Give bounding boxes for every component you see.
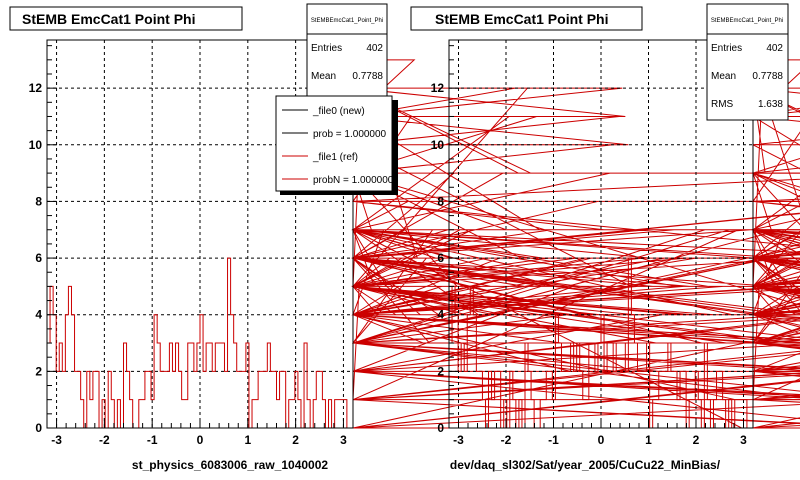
y-tick-label: 10 (29, 138, 43, 152)
chart-2-stats-mean-label: Mean (711, 71, 736, 82)
y-tick-label: 0 (437, 421, 444, 435)
chart-1-title: StEMB EmcCat1 Point Phi (22, 11, 195, 27)
chart-1-title-box (9, 6, 243, 31)
y-tick-label: 8 (35, 194, 42, 208)
y-tick-label: 6 (437, 251, 444, 265)
chart-1-legend-entry-3: _file1 (ref) (312, 152, 358, 163)
chart-1-stats-entries-label: Entries (311, 43, 342, 54)
chart-1-stats-frame (306, 3, 388, 97)
chart-2-stats-rms-label: RMS (711, 99, 734, 110)
y-tick-label: 10 (431, 138, 445, 152)
x-tick-label: 0 (598, 433, 605, 447)
chart-2-stats-header: StEMBEmcCat1_Point_Phi (711, 18, 783, 24)
y-tick-label: 12 (29, 81, 43, 95)
chart-2-stats-box: StEMBEmcCat1_Point_Phi Entries 402 Mean … (706, 3, 789, 121)
x-tick-label: -1 (147, 433, 158, 447)
chart-1-stats-entries-value: 402 (366, 43, 383, 54)
chart-1-legend-entry-2: prob = 1.000000 (313, 129, 387, 140)
chart-2-title-box (410, 6, 643, 31)
chart-1-legend-frame (275, 95, 393, 192)
y-tick-label: 2 (35, 364, 42, 378)
chart-1-legend-entry-1: _file0 (new) (312, 106, 365, 117)
chart-1-x-axis-label: st_physics_6083006_raw_1040002 (132, 458, 328, 472)
y-tick-label: 12 (431, 81, 445, 95)
y-tick-label: 2 (437, 364, 444, 378)
chart-panel-1: StEMB EmcCat1 Point Phi -3 -2 -1 0 1 2 3024681… (9, 3, 800, 472)
chart-2-x-axis-label: dev/daq_sl302/Sat/year_2005/CuCu22_MinBi… (450, 458, 721, 472)
chart-panel-2: StEMB EmcCat1 Point Phi -3 -2 -1 0 1 2 3024681… (410, 3, 800, 472)
x-tick-label: -1 (548, 433, 559, 447)
y-tick-label: 6 (35, 251, 42, 265)
x-tick-label: -2 (99, 433, 110, 447)
chart-1-stats-header: StEMBEmcCat1_Point_Phi (311, 18, 383, 24)
x-tick-label: 3 (340, 433, 347, 447)
x-tick-label: -3 (453, 433, 464, 447)
chart-1-stats-mean-value: 0.7788 (352, 71, 383, 82)
y-tick-label: 0 (35, 421, 42, 435)
chart-1-legend: _file0 (new) prob = 1.000000 _file1 (ref… (275, 95, 398, 195)
x-tick-label: 0 (197, 433, 204, 447)
histogram-series-1 (448, 59, 800, 429)
x-tick-label: 3 (740, 433, 747, 447)
histogram-series-1 (46, 59, 800, 429)
chart-2-stats-entries-value: 402 (766, 43, 783, 54)
chart-1-stats-mean-label: Mean (311, 71, 336, 82)
y-tick-label: 4 (437, 308, 444, 322)
x-tick-label: 1 (645, 433, 652, 447)
y-tick-label: 4 (35, 308, 42, 322)
chart-2-stats-mean-value: 0.7788 (752, 71, 783, 82)
y-tick-label: 8 (437, 194, 444, 208)
x-tick-label: 2 (292, 433, 299, 447)
x-tick-label: -3 (51, 433, 62, 447)
chart-1-legend-entry-4: probN = 1.000000 (313, 175, 394, 186)
x-tick-label: 2 (693, 433, 700, 447)
chart-2-stats-frame (706, 3, 789, 121)
chart-2-stats-entries-label: Entries (711, 43, 742, 54)
chart-2-title: StEMB EmcCat1 Point Phi (435, 11, 608, 27)
x-tick-label: 1 (244, 433, 251, 447)
chart-1-stats-box: StEMBEmcCat1_Point_Phi Entries 402 Mean … (306, 3, 388, 97)
chart-2-stats-rms-value: 1.638 (758, 99, 783, 110)
x-tick-label: -2 (501, 433, 512, 447)
